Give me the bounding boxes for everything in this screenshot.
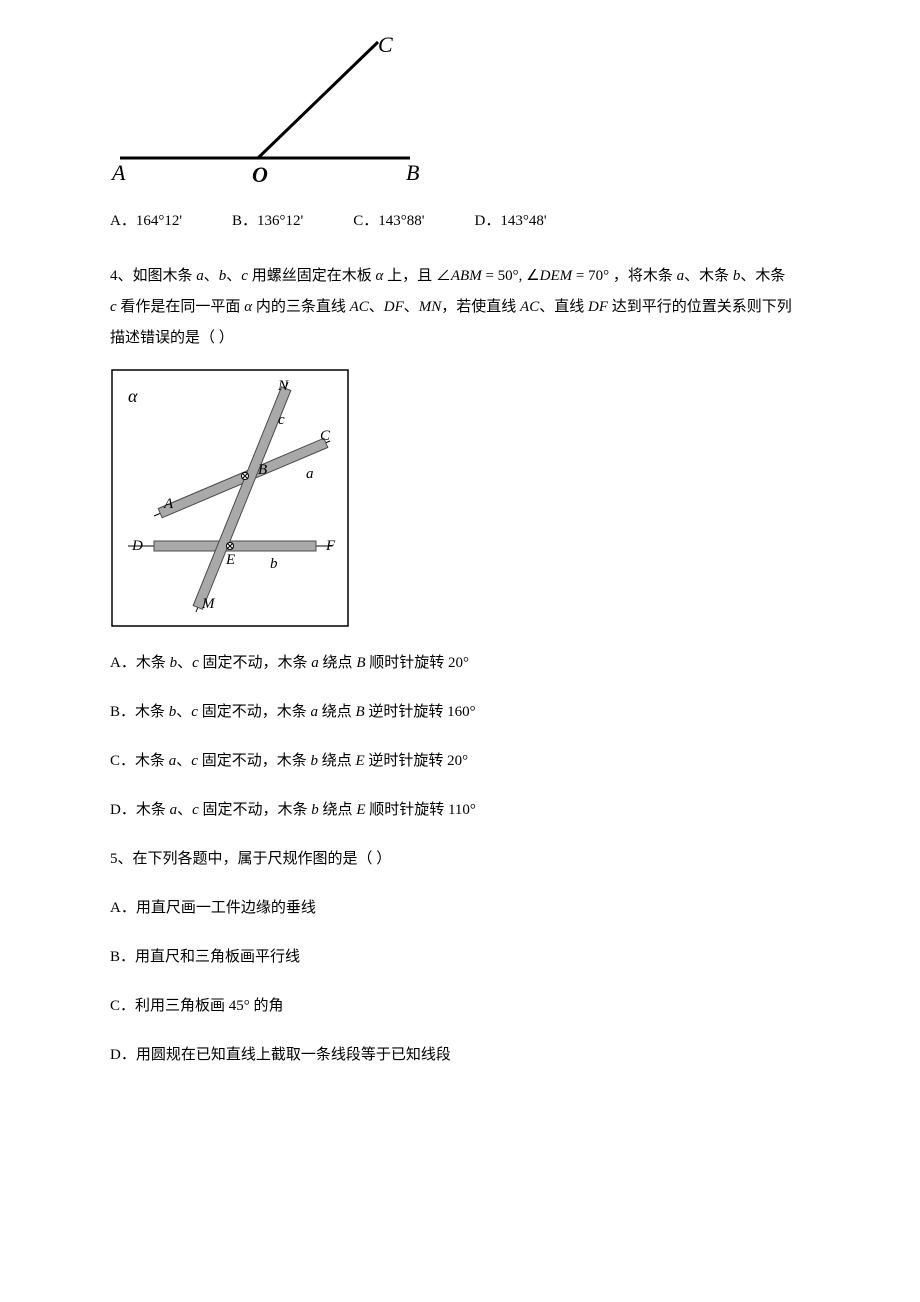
t: 看作是在同一平面	[117, 299, 245, 315]
q5-choice-d: D．用圆规在已知直线上截取一条线段等于已知线段	[110, 1042, 810, 1069]
t: 、	[176, 753, 191, 769]
t: 、	[226, 268, 241, 284]
v: a	[170, 802, 178, 818]
svg-text:B: B	[258, 462, 267, 478]
q4-choice-d: D．木条 a、c 固定不动，木条 b 绕点 E 顺时针旋转 110°	[110, 797, 810, 824]
v: c	[110, 299, 117, 315]
v: b	[310, 753, 318, 769]
q4-stem: 4、如图木条 a、b、c 用螺丝固定在木板 α 上，且 ∠ABM = 50°, …	[110, 263, 810, 352]
q4-svg: α N c C a B	[110, 368, 350, 628]
v: α	[244, 299, 252, 315]
svg-text:A: A	[110, 160, 126, 185]
v: c	[191, 753, 198, 769]
t: = 50°, ∠	[482, 268, 540, 284]
v: E	[355, 753, 364, 769]
v: DEM	[540, 268, 573, 284]
t: 达到平行的位置关系则下列	[608, 299, 792, 315]
q3-choice-b: B．136°12'	[232, 208, 303, 235]
v: a	[310, 704, 318, 720]
q3-choice-d: D．143°48'	[474, 208, 546, 235]
t: 上，且 ∠	[383, 268, 451, 284]
t: 用螺丝固定在木板	[248, 268, 376, 284]
svg-text:C: C	[320, 428, 331, 444]
svg-text:D: D	[131, 538, 143, 554]
svg-text:M: M	[201, 596, 216, 612]
v: b	[311, 802, 319, 818]
v: MN	[419, 299, 442, 315]
svg-text:O: O	[252, 162, 268, 187]
figure-q4-sticks: α N c C a B	[110, 368, 810, 628]
t: 、	[177, 802, 192, 818]
t: ，若使直线	[441, 299, 520, 315]
v: a	[196, 268, 204, 284]
t: A．木条	[110, 655, 170, 671]
v: c	[192, 655, 199, 671]
q3-svg: A O B C	[110, 20, 430, 190]
q3-choice-c: C．143°88'	[353, 208, 424, 235]
q4-choices: A．木条 b、c 固定不动，木条 a 绕点 B 顺时针旋转 20° B．木条 b…	[110, 650, 810, 824]
svg-text:c: c	[278, 412, 285, 428]
q4-choice-b: B．木条 b、c 固定不动，木条 a 绕点 B 逆时针旋转 160°	[110, 699, 810, 726]
svg-text:b: b	[270, 556, 278, 572]
v: c	[192, 802, 199, 818]
q5: 5、在下列各题中，属于尺规作图的是（ ） A．用直尺画一工件边缘的垂线 B．用直…	[110, 846, 810, 1069]
q5-choice-a: A．用直尺画一工件边缘的垂线	[110, 895, 810, 922]
v: B	[355, 704, 364, 720]
v: AC	[520, 299, 539, 315]
t: 固定不动，木条	[199, 802, 312, 818]
t: 、	[404, 299, 419, 315]
v: a	[677, 268, 685, 284]
v: a	[311, 655, 319, 671]
t: C．木条	[110, 753, 169, 769]
q5-stem: 5、在下列各题中，属于尺规作图的是（ ）	[110, 846, 810, 873]
t: 逆时针旋转 20°	[365, 753, 469, 769]
t: 、	[204, 268, 219, 284]
t: 顺时针旋转 20°	[365, 655, 469, 671]
t: 描述错误的是（ ）	[110, 325, 810, 352]
svg-text:a: a	[306, 466, 314, 482]
t: 、	[369, 299, 384, 315]
t: 、木条	[740, 268, 785, 284]
t: 固定不动，木条	[198, 704, 311, 720]
t: 绕点	[319, 802, 357, 818]
t: 绕点	[318, 704, 356, 720]
q3-choice-a: A．164°12'	[110, 208, 182, 235]
t: 固定不动，木条	[199, 655, 312, 671]
t: 、木条	[684, 268, 733, 284]
t: = 70° ，将木条	[572, 268, 676, 284]
v: DF	[384, 299, 404, 315]
t: 绕点	[318, 753, 356, 769]
t: 、	[177, 655, 192, 671]
t: 顺时针旋转 110°	[365, 802, 475, 818]
figure-q3-angle: A O B C	[110, 20, 810, 190]
t: 固定不动，木条	[198, 753, 311, 769]
svg-text:F: F	[325, 538, 336, 554]
v: DF	[588, 299, 608, 315]
q4-choice-a: A．木条 b、c 固定不动，木条 a 绕点 B 顺时针旋转 20°	[110, 650, 810, 677]
t: 、	[176, 704, 191, 720]
svg-text:N: N	[277, 378, 289, 394]
q5-choice-c: C．利用三角板画 45° 的角	[110, 993, 810, 1020]
v: ABM	[451, 268, 482, 284]
t: 逆时针旋转 160°	[365, 704, 476, 720]
q3-choices: A．164°12' B．136°12' C．143°88' D．143°48'	[110, 208, 810, 235]
v: c	[241, 268, 248, 284]
svg-text:C: C	[378, 32, 393, 57]
v: b	[170, 655, 178, 671]
svg-text:E: E	[225, 552, 235, 568]
v: AC	[350, 299, 369, 315]
svg-text:α: α	[128, 386, 138, 406]
t: 绕点	[319, 655, 357, 671]
t: 、直线	[539, 299, 588, 315]
t: B．木条	[110, 704, 169, 720]
t: 内的三条直线	[252, 299, 350, 315]
svg-text:A: A	[163, 496, 174, 512]
svg-text:B: B	[406, 160, 419, 185]
q4-choice-c: C．木条 a、c 固定不动，木条 b 绕点 E 逆时针旋转 20°	[110, 748, 810, 775]
v: c	[191, 704, 198, 720]
t: D．木条	[110, 802, 170, 818]
q5-choice-b: B．用直尺和三角板画平行线	[110, 944, 810, 971]
t: 4、如图木条	[110, 268, 196, 284]
